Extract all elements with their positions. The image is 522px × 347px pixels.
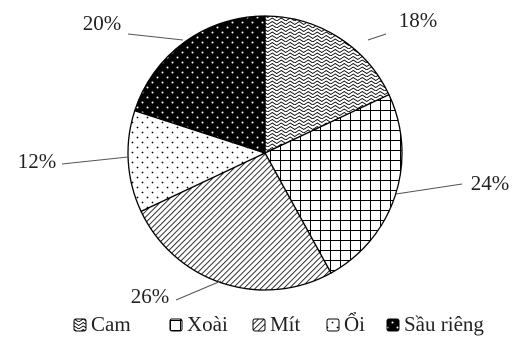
leader-line-sau-rieng xyxy=(127,33,184,41)
legend-label-cam: Cam xyxy=(91,312,131,336)
legend-swatch-mit xyxy=(252,318,266,332)
label-xoai: 24% xyxy=(471,171,510,195)
label-cam: 18% xyxy=(399,8,438,32)
leader-line-mit xyxy=(175,280,222,301)
slice-sau-rieng xyxy=(133,15,266,154)
label-oi: 12% xyxy=(18,149,57,173)
pie-slices xyxy=(127,15,403,291)
leader-line-cam xyxy=(367,33,387,41)
slice-mit xyxy=(140,152,332,291)
legend-item-sau-rieng: Sầu riêng xyxy=(386,312,484,336)
legend-swatch-sau-rieng xyxy=(386,318,400,332)
legend-item-oi: Ổi xyxy=(326,312,365,336)
legend-item-mit: Mít xyxy=(252,312,301,336)
leader-line-xoai xyxy=(395,183,463,195)
legend-swatch-xoai xyxy=(169,318,183,332)
leader-line-oi xyxy=(61,156,129,165)
percent-labels: 18% 24% 26% 12% 20% xyxy=(18,8,510,308)
legend-label-oi: Ổi xyxy=(344,312,365,336)
legend-item-cam: Cam xyxy=(73,312,131,336)
legend-label-mit: Mít xyxy=(270,312,301,336)
slice-xoai xyxy=(264,93,403,274)
legend-label-xoai: Xoài xyxy=(187,312,228,336)
legend-swatch-cam xyxy=(73,318,87,332)
slice-oi xyxy=(127,109,267,213)
label-sau-rieng: 20% xyxy=(83,11,122,35)
label-mit: 26% xyxy=(131,284,170,308)
legend: Cam Xoài Mít Ổi Sầu riêng xyxy=(73,312,484,336)
slice-cam xyxy=(264,15,390,155)
legend-swatch-oi xyxy=(326,318,340,332)
leader-lines xyxy=(61,33,463,301)
legend-label-sau-rieng: Sầu riêng xyxy=(404,312,484,336)
legend-item-xoai: Xoài xyxy=(169,312,228,336)
